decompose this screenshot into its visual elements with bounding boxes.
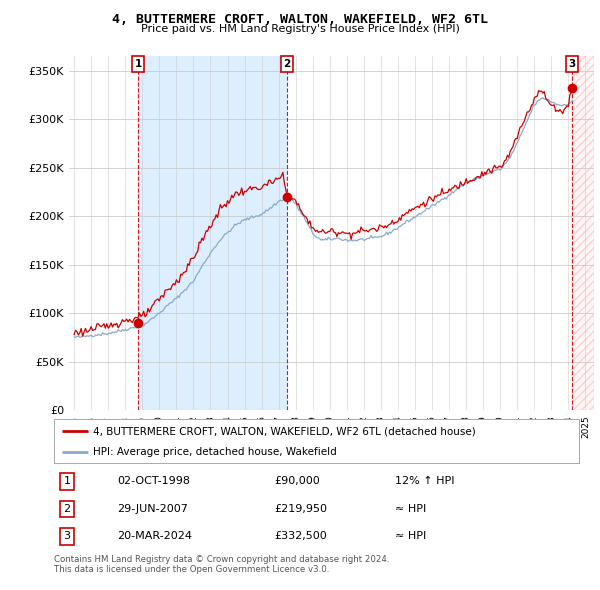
- Text: 3: 3: [64, 531, 71, 541]
- Text: 1: 1: [64, 477, 71, 487]
- Text: This data is licensed under the Open Government Licence v3.0.: This data is licensed under the Open Gov…: [54, 565, 329, 574]
- Bar: [572, 56, 594, 410]
- Text: Price paid vs. HM Land Registry's House Price Index (HPI): Price paid vs. HM Land Registry's House …: [140, 24, 460, 34]
- Text: 1: 1: [134, 59, 142, 69]
- Text: 3: 3: [569, 59, 576, 69]
- Text: ≈ HPI: ≈ HPI: [395, 504, 427, 514]
- Text: 29-JUN-2007: 29-JUN-2007: [117, 504, 188, 514]
- Text: 4, BUTTERMERE CROFT, WALTON, WAKEFIELD, WF2 6TL (detached house): 4, BUTTERMERE CROFT, WALTON, WAKEFIELD, …: [94, 427, 476, 436]
- Text: 2: 2: [284, 59, 291, 69]
- Text: 02-OCT-1998: 02-OCT-1998: [117, 477, 190, 487]
- Text: 20-MAR-2024: 20-MAR-2024: [117, 531, 192, 541]
- Text: 2: 2: [64, 504, 71, 514]
- Text: 4, BUTTERMERE CROFT, WALTON, WAKEFIELD, WF2 6TL: 4, BUTTERMERE CROFT, WALTON, WAKEFIELD, …: [112, 13, 488, 26]
- Text: £332,500: £332,500: [275, 531, 327, 541]
- Text: ≈ HPI: ≈ HPI: [395, 531, 427, 541]
- Text: £219,950: £219,950: [275, 504, 328, 514]
- Text: £90,000: £90,000: [275, 477, 320, 487]
- Text: Contains HM Land Registry data © Crown copyright and database right 2024.: Contains HM Land Registry data © Crown c…: [54, 555, 389, 563]
- Bar: [138, 56, 287, 410]
- Text: 12% ↑ HPI: 12% ↑ HPI: [395, 477, 455, 487]
- Text: HPI: Average price, detached house, Wakefield: HPI: Average price, detached house, Wake…: [94, 447, 337, 457]
